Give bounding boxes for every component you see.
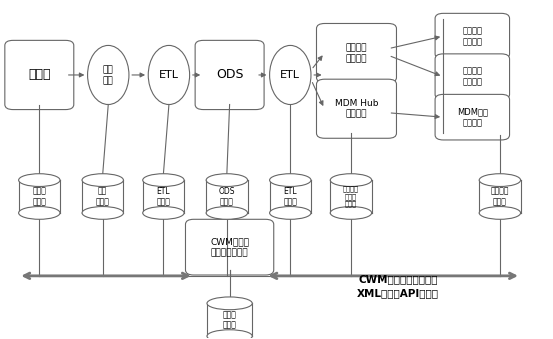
Ellipse shape bbox=[82, 174, 123, 186]
Text: 数据挖掘
决策管理: 数据挖掘 决策管理 bbox=[462, 66, 482, 87]
Text: ODS: ODS bbox=[216, 68, 243, 81]
Text: CWM元模型
（共享元数据）: CWM元模型 （共享元数据） bbox=[210, 237, 249, 257]
Ellipse shape bbox=[206, 206, 248, 219]
Text: MDM Hub
预测数据: MDM Hub 预测数据 bbox=[335, 99, 378, 119]
Ellipse shape bbox=[19, 174, 60, 186]
Text: ETL: ETL bbox=[280, 70, 300, 80]
Text: ODS
元数据: ODS 元数据 bbox=[218, 187, 235, 206]
Ellipse shape bbox=[270, 174, 311, 186]
Text: ETL
元数据: ETL 元数据 bbox=[156, 187, 170, 206]
Ellipse shape bbox=[207, 330, 252, 339]
FancyBboxPatch shape bbox=[435, 54, 509, 99]
Text: CWM元数据交换（基于
XML或标准API调用）: CWM元数据交换（基于 XML或标准API调用） bbox=[357, 274, 439, 298]
Ellipse shape bbox=[479, 174, 520, 186]
Text: 数据源: 数据源 bbox=[28, 68, 50, 81]
FancyBboxPatch shape bbox=[316, 23, 397, 83]
FancyBboxPatch shape bbox=[195, 40, 264, 109]
Text: MDM应用
创新应用: MDM应用 创新应用 bbox=[457, 107, 488, 127]
FancyBboxPatch shape bbox=[5, 40, 74, 109]
Ellipse shape bbox=[206, 174, 248, 186]
Ellipse shape bbox=[330, 206, 372, 219]
FancyBboxPatch shape bbox=[316, 79, 397, 138]
Text: 数据
复制: 数据 复制 bbox=[103, 65, 113, 85]
Ellipse shape bbox=[19, 206, 60, 219]
Text: 数据中心
存储区
元数据: 数据中心 存储区 元数据 bbox=[343, 185, 359, 207]
Text: 数据源
元数据: 数据源 元数据 bbox=[33, 187, 46, 206]
Ellipse shape bbox=[270, 206, 311, 219]
FancyBboxPatch shape bbox=[435, 94, 509, 140]
Text: ETL: ETL bbox=[159, 70, 179, 80]
Text: ETL
元数据: ETL 元数据 bbox=[283, 187, 297, 206]
Ellipse shape bbox=[207, 297, 252, 310]
Text: 多维分析
报表统计: 多维分析 报表统计 bbox=[462, 26, 482, 46]
Ellipse shape bbox=[330, 174, 372, 186]
Ellipse shape bbox=[82, 206, 123, 219]
Ellipse shape bbox=[87, 45, 129, 104]
FancyBboxPatch shape bbox=[185, 219, 274, 275]
Ellipse shape bbox=[148, 45, 190, 104]
Text: 复制
元数据: 复制 元数据 bbox=[96, 187, 109, 206]
Ellipse shape bbox=[143, 206, 184, 219]
Ellipse shape bbox=[479, 206, 520, 219]
Ellipse shape bbox=[270, 45, 311, 104]
Text: 准备应用
元数据: 准备应用 元数据 bbox=[491, 187, 509, 206]
Ellipse shape bbox=[143, 174, 184, 186]
FancyBboxPatch shape bbox=[435, 13, 509, 59]
Text: 数据仓库
数据集市: 数据仓库 数据集市 bbox=[346, 43, 367, 63]
Text: 元数据
存储库: 元数据 存储库 bbox=[223, 310, 237, 330]
